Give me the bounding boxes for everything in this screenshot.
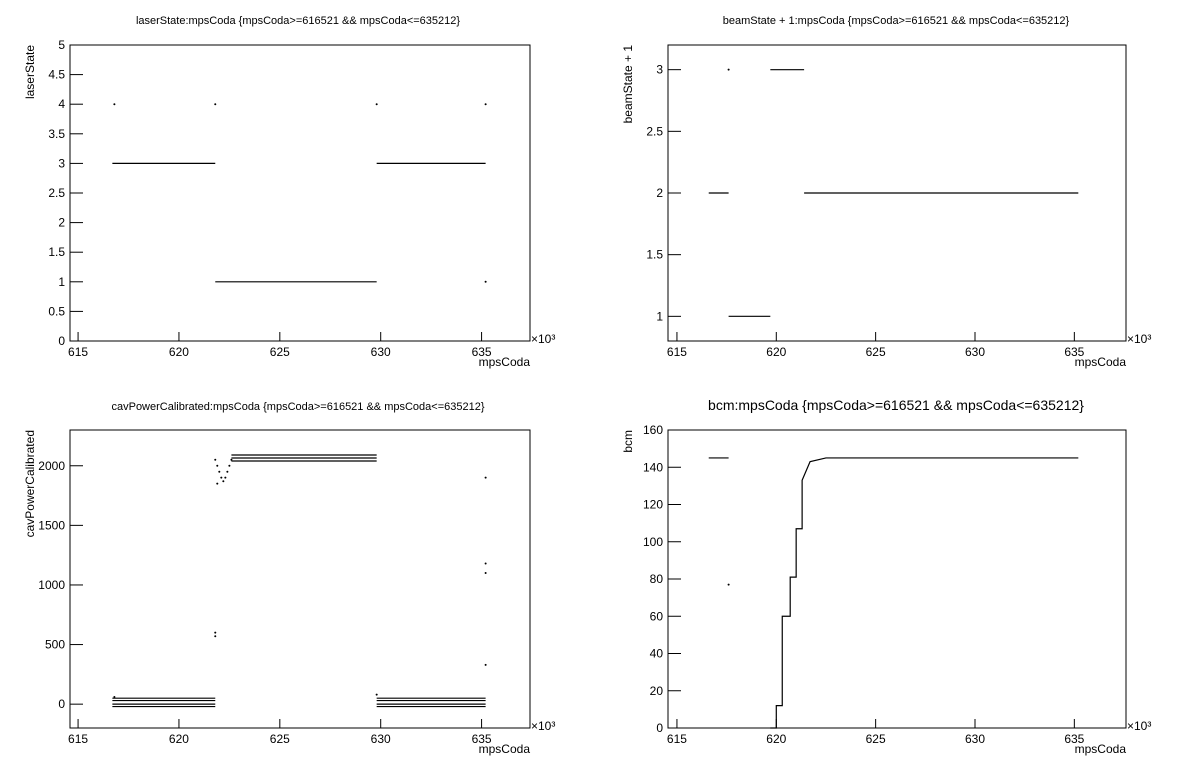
x-tick-label: 635 [472,345,492,359]
plot-frame [667,429,1127,729]
x-tick-label: 620 [766,732,786,746]
x-tick-label: 630 [371,345,391,359]
y-tick-label: 1000 [38,578,65,592]
y-tick-label: 2.5 [646,124,663,138]
x-tick-label: 620 [169,732,189,746]
data-point [220,476,223,479]
data-point [113,103,116,106]
data-point [484,572,487,575]
x-axis-label: mpsCoda [1075,742,1127,756]
y-tick-label: 1.5 [646,248,663,262]
y-tick-label: 0 [656,721,663,735]
data-point [214,103,217,106]
y-tick-label: 2 [58,216,65,230]
y-tick-label: 5 [58,38,65,52]
y-axis-label: cavPowerCalibrated [23,430,37,537]
y-tick-label: 2000 [38,459,65,473]
data-point [484,103,487,106]
x-tick-label: 615 [68,732,88,746]
data-point [222,480,225,483]
x-exponent: ×10³ [531,332,555,346]
data-point [727,583,730,586]
data-point [216,482,219,485]
y-tick-label: 2 [656,186,663,200]
y-tick-label: 20 [650,684,664,698]
plot-frame [69,429,531,729]
y-tick-label: 60 [650,609,664,623]
y-tick-label: 1 [58,275,65,289]
plot-frame [69,44,531,342]
data-point [375,103,378,106]
y-axis-label: bcm [621,430,635,453]
x-tick-label: 635 [472,732,492,746]
x-tick-label: 630 [965,732,985,746]
x-tick-label: 635 [1064,732,1084,746]
x-tick-label: 615 [667,732,687,746]
y-tick-label: 0.5 [48,304,65,318]
x-tick-label: 625 [270,345,290,359]
x-tick-label: 620 [766,345,786,359]
data-point [375,693,378,696]
y-tick-label: 3.5 [48,127,65,141]
data-point [214,458,217,461]
data-point [484,562,487,565]
x-axis-label: mpsCoda [1075,355,1127,369]
data-point [224,476,227,479]
y-tick-label: 4.5 [48,68,65,82]
data-point [727,68,730,71]
data-point [113,696,116,699]
chart-title: cavPowerCalibrated:mpsCoda {mpsCoda>=616… [111,401,484,413]
y-tick-label: 140 [643,460,663,474]
y-tick-label: 40 [650,647,664,661]
y-axis-label: beamState + 1 [621,45,635,124]
chart-title: beamState + 1:mpsCoda {mpsCoda>=616521 &… [723,15,1070,27]
y-tick-label: 80 [650,572,664,586]
y-axis-label: laserState [23,45,37,99]
data-point [214,631,217,634]
y-tick-label: 160 [643,423,663,437]
data-point [218,470,221,473]
x-exponent: ×10³ [1127,332,1151,346]
x-tick-label: 615 [667,345,687,359]
data-point [484,280,487,283]
x-exponent: ×10³ [531,719,555,733]
x-axis-label: mpsCoda [479,355,531,369]
y-tick-label: 0 [58,697,65,711]
x-axis-label: mpsCoda [479,742,531,756]
data-point [216,464,219,467]
data-point [230,458,233,461]
y-tick-label: 1500 [38,518,65,532]
x-tick-label: 630 [371,732,391,746]
y-tick-label: 3 [58,156,65,170]
y-tick-label: 500 [45,638,65,652]
x-exponent: ×10³ [1127,719,1151,733]
x-tick-label: 620 [169,345,189,359]
x-tick-label: 625 [270,732,290,746]
data-point [484,476,487,479]
x-tick-label: 630 [965,345,985,359]
data-point [228,464,231,467]
y-tick-label: 0 [58,334,65,348]
y-tick-label: 2.5 [48,186,65,200]
x-tick-label: 615 [68,345,88,359]
y-tick-label: 100 [643,535,663,549]
x-tick-label: 625 [866,345,886,359]
x-tick-label: 625 [866,732,886,746]
y-tick-label: 3 [656,63,663,77]
data-point [214,635,217,638]
chart-title: laserState:mpsCoda {mpsCoda>=616521 && m… [136,15,460,27]
data-line [770,457,1079,729]
y-tick-label: 4 [58,97,65,111]
data-point [484,663,487,666]
data-point [226,470,229,473]
y-tick-label: 1 [656,309,663,323]
x-tick-label: 635 [1064,345,1084,359]
chart-title: bcm:mpsCoda {mpsCoda>=616521 && mpsCoda<… [708,397,1084,413]
y-tick-label: 120 [643,498,663,512]
y-tick-label: 1.5 [48,245,65,259]
